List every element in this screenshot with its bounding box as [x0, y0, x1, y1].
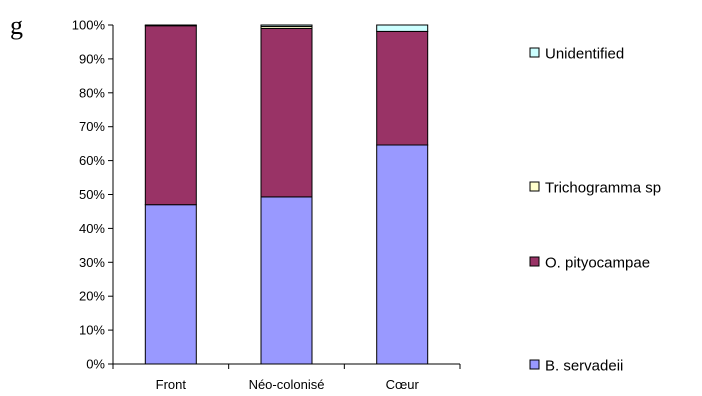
y-tick-label: 30% [79, 255, 105, 270]
plot-area: Front Néo-colonisé Cœur 0% 10% 20% 30% 40% 50% 60… [72, 18, 461, 392]
bar-segment [260, 27, 313, 198]
bar-segment [260, 24, 313, 27]
legend: Unidentified Trichogramma sp O. pityocampa… [529, 46, 661, 375]
bar-segment [376, 144, 429, 365]
bar-segment [144, 24, 197, 27]
legend-swatch [529, 256, 540, 267]
y-tick-label: 80% [79, 85, 105, 100]
x-tick-label: Front [156, 377, 187, 392]
y-tick-label: 60% [79, 153, 105, 168]
bar-segment [376, 24, 429, 32]
y-tick-label: 40% [79, 221, 105, 236]
legend-entry: O. pityocampae [545, 255, 650, 272]
bar-segment [144, 204, 197, 365]
y-tick-label: 20% [79, 289, 105, 304]
legend-entry: B. servadeii [545, 358, 623, 375]
panel-label: g [10, 11, 23, 40]
y-tick-label: 10% [79, 323, 105, 338]
bar-segment [260, 196, 313, 365]
x-tick-label: Néo-colonisé [249, 377, 325, 392]
legend-entry: Trichogramma sp [545, 180, 661, 197]
y-tick-label: 70% [79, 119, 105, 134]
y-tick-label: 100% [72, 18, 106, 33]
bar-segment [376, 30, 429, 146]
legend-swatch [529, 181, 540, 192]
y-tick-label: 0% [86, 357, 105, 372]
x-tick-label: Cœur [386, 377, 420, 392]
y-tick-label: 90% [79, 51, 105, 66]
legend-swatch [529, 359, 540, 370]
bar-segment [144, 25, 197, 206]
legend-swatch [529, 47, 540, 58]
y-tick-label: 50% [79, 187, 105, 202]
legend-entry: Unidentified [545, 46, 624, 63]
